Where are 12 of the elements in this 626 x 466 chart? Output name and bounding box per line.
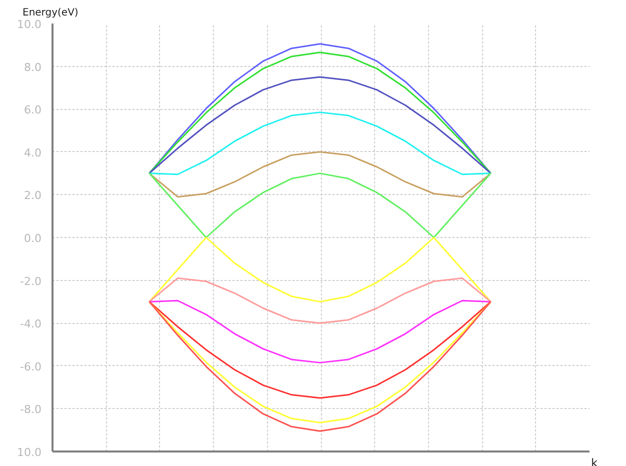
y-tick-label: 6.0 [24, 104, 42, 117]
y-tick-label: -4.0 [20, 318, 42, 331]
y-tick-label: 4.0 [24, 146, 42, 160]
y-tick-label: 0.0 [24, 232, 42, 245]
y-axis-title: Energy(eV) [22, 8, 78, 18]
y-tick-label: 10.0 [17, 18, 42, 31]
y-tick-label: 10.0 [17, 446, 42, 459]
y-tick-label: -2.0 [20, 274, 42, 288]
y-tick-label: -6.0 [20, 360, 42, 374]
y-tick-label: 2.0 [24, 189, 42, 202]
y-tick-label: -8.0 [20, 403, 42, 416]
y-tick-label: 8.0 [24, 60, 42, 74]
